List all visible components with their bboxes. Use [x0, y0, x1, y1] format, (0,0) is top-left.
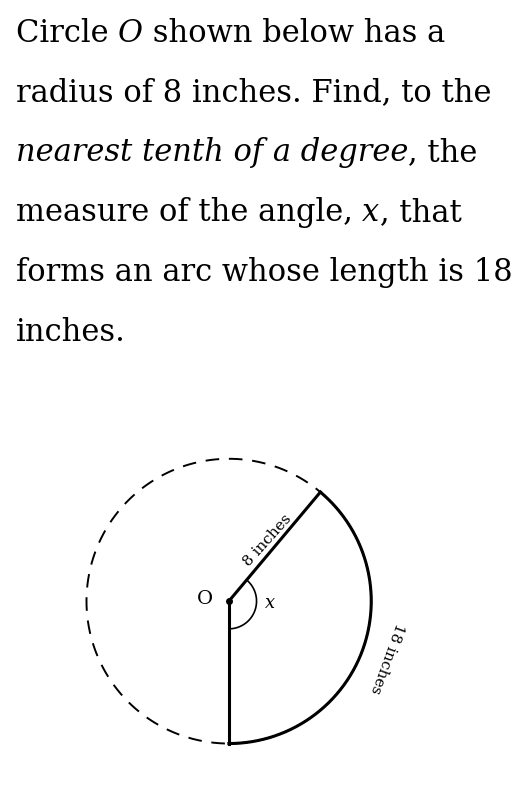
Text: radius of 8 inches. Find, to the: radius of 8 inches. Find, to the — [16, 78, 491, 108]
Text: O: O — [197, 590, 213, 608]
Text: shown below has a: shown below has a — [143, 17, 445, 49]
Text: , the: , the — [408, 138, 477, 168]
Text: , that: , that — [379, 197, 461, 228]
Text: nearest tenth of a degree: nearest tenth of a degree — [16, 138, 408, 168]
Text: 18 inches: 18 inches — [367, 622, 406, 696]
Text: x: x — [362, 197, 379, 228]
Text: Circle: Circle — [16, 17, 118, 49]
Text: 8 inches: 8 inches — [241, 512, 295, 569]
Text: O: O — [118, 17, 143, 49]
Text: measure of the angle,: measure of the angle, — [16, 197, 362, 228]
Text: inches.: inches. — [16, 316, 126, 348]
Text: forms an arc whose length is 18: forms an arc whose length is 18 — [16, 257, 512, 288]
Text: x: x — [265, 594, 276, 612]
